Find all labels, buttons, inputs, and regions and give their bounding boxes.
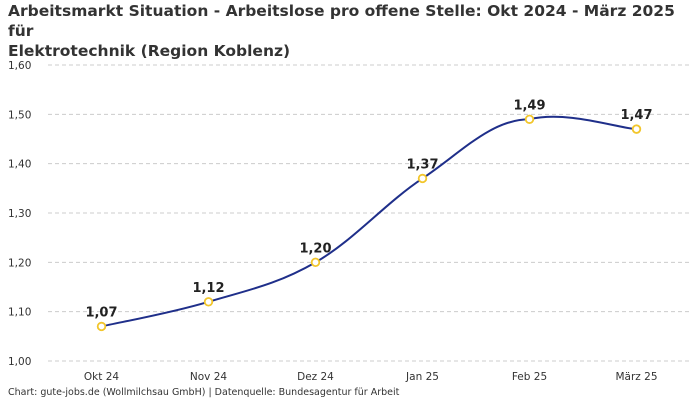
x-tick-label: März 25: [615, 371, 657, 383]
data-point: [96, 321, 107, 332]
data-point: [310, 257, 321, 268]
data-label: 1,37: [406, 157, 438, 172]
data-label: 1,20: [299, 241, 331, 256]
chart-source: Chart: gute-jobs.de (Wollmilchsau GmbH) …: [8, 387, 400, 398]
y-tick-label: 1,40: [8, 159, 31, 171]
y-tick-label: 1,60: [8, 60, 31, 72]
x-tick-label: Dez 24: [297, 371, 334, 383]
y-tick-label: 1,30: [8, 208, 31, 220]
data-label: 1,47: [620, 108, 652, 123]
y-tick-label: 1,50: [8, 109, 31, 121]
y-tick-label: 1,00: [8, 356, 31, 368]
x-tick-label: Nov 24: [190, 371, 228, 383]
x-tick-label: Feb 25: [512, 371, 547, 383]
data-label: 1,12: [192, 281, 224, 296]
data-label: 1,49: [513, 98, 545, 113]
x-tick-label: Jan 25: [405, 371, 439, 383]
x-tick-label: Okt 24: [84, 371, 119, 383]
y-tick-label: 1,20: [8, 257, 31, 269]
data-point: [417, 173, 428, 184]
series-line: [101, 115, 637, 328]
data-point: [203, 297, 214, 307]
chart-title-line-1: Arbeitsmarkt Situation - Arbeitslose pro…: [8, 2, 675, 40]
data-label: 1,07: [85, 305, 117, 320]
chart-title-line-2: Elektrotechnik (Region Koblenz): [8, 42, 291, 60]
data-point: [524, 114, 535, 124]
data-point: [631, 124, 642, 134]
y-tick-label: 1,10: [8, 307, 31, 319]
chart-title: Arbeitsmarkt Situation - Arbeitslose pro…: [8, 1, 688, 61]
